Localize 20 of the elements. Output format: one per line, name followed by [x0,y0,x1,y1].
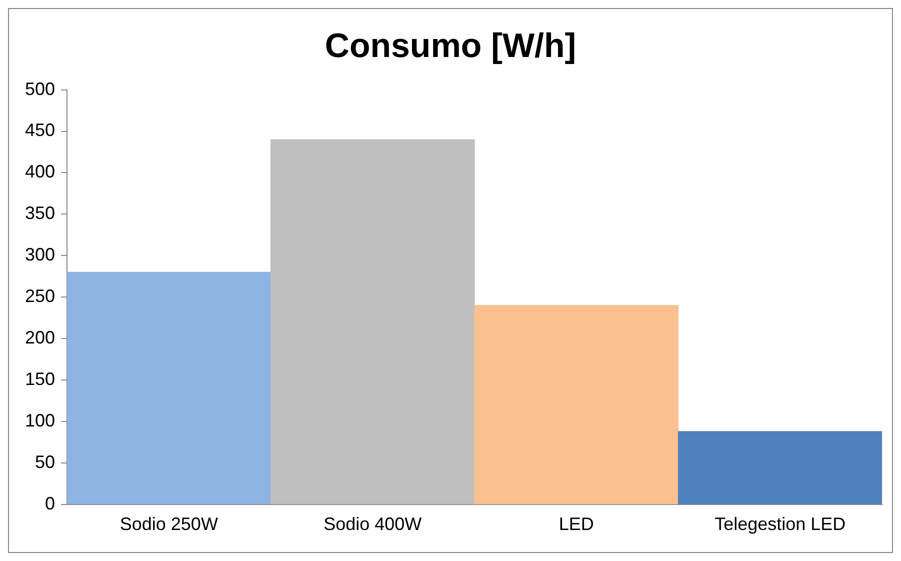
bar [67,272,272,504]
y-tick-label: 100 [24,410,56,430]
y-tick-label: 50 [35,452,56,472]
chart-title: Consumo [W/h] [324,26,576,65]
y-tick-label: 150 [24,368,56,389]
y-tick-label: 350 [24,203,56,224]
x-tick-label: Sodio 250W [120,514,218,534]
bar [270,139,475,504]
y-tick-label: 400 [24,162,56,182]
x-tick-label: Telegestion LED [714,514,846,534]
y-tick-label: 300 [24,244,56,265]
y-tick-label: 0 [45,493,56,514]
y-tick-label: 250 [24,286,56,306]
x-tick-label: Sodio 400W [324,514,422,534]
bar [474,305,679,504]
y-tick-label: 500 [24,78,56,99]
y-tick-label: 200 [24,328,56,348]
y-tick-label: 450 [24,120,56,140]
x-tick-label: LED [558,514,594,534]
bar [678,431,882,504]
